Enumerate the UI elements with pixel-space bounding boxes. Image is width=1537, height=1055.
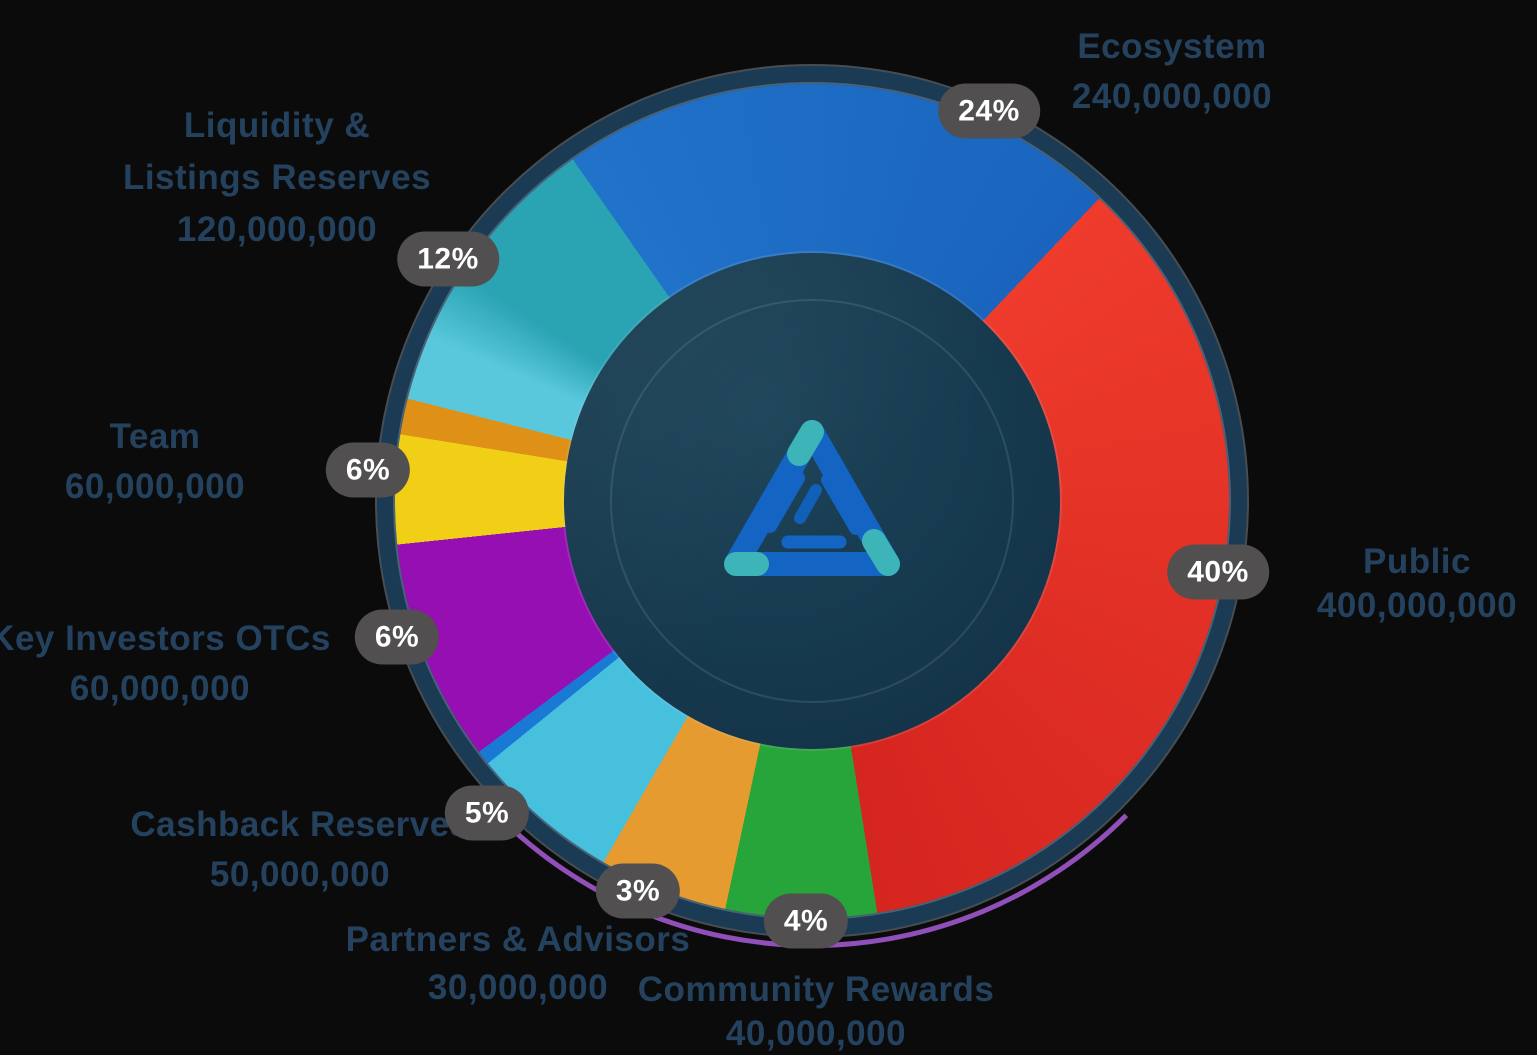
label-team-amount: 60,000,000 (64, 467, 246, 506)
label-partners-advisors-amount: 30,000,000 (427, 968, 609, 1007)
label-community-rewards-amount: 40,000,000 (725, 1014, 907, 1053)
donut-center-disc (564, 253, 1060, 749)
label-ecosystem: Ecosystem 240,000,000 (1072, 22, 1272, 122)
label-liquidity-amount: 120,000,000 (176, 210, 378, 249)
label-public-title: Public (1362, 542, 1472, 581)
label-ecosystem-amount: 240,000,000 (1071, 77, 1273, 116)
label-community-rewards: Community Rewards 40,000,000 (638, 968, 995, 1055)
label-liquidity-title-line2: Listings Reserves (122, 158, 432, 197)
label-cashback-reserves-amount: 50,000,000 (209, 855, 391, 894)
label-key-investors-otcs: Key Investors OTCs 60,000,000 (0, 614, 331, 714)
label-partners-advisors-title: Partners & Advisors (345, 920, 691, 959)
pct-badge-public: 40% (1167, 544, 1269, 600)
pct-badge-team: 6% (325, 442, 411, 498)
label-public: Public 400,000,000 (1317, 540, 1517, 628)
label-liquidity-title-line1: Liquidity & (183, 106, 371, 145)
pct-badge-community: 4% (763, 893, 849, 949)
pct-badge-ecosystem: 24% (938, 83, 1040, 139)
triangle-knot-logo-icon (724, 420, 900, 576)
label-cashback-reserves-title: Cashback Reserves (130, 805, 470, 844)
pct-badge-cashback: 5% (444, 785, 530, 841)
pct-badge-key-investors: 6% (354, 609, 440, 665)
label-liquidity-listings-reserves: Liquidity & Listings Reserves 120,000,00… (123, 100, 431, 256)
label-community-rewards-title: Community Rewards (637, 970, 995, 1009)
pct-badge-partners: 3% (595, 863, 681, 919)
label-team-title: Team (109, 417, 201, 456)
label-public-amount: 400,000,000 (1316, 586, 1518, 625)
label-team: Team 60,000,000 (65, 412, 245, 512)
center-inner-ring (610, 299, 1014, 703)
label-partners-advisors: Partners & Advisors 30,000,000 (346, 916, 691, 1012)
label-key-investors-otcs-title: Key Investors OTCs (0, 619, 331, 658)
label-ecosystem-title: Ecosystem (1077, 27, 1267, 66)
label-key-investors-otcs-amount: 60,000,000 (69, 669, 251, 708)
pct-badge-liquidity: 12% (397, 231, 499, 287)
label-cashback-reserves: Cashback Reserves 50,000,000 (130, 800, 469, 900)
